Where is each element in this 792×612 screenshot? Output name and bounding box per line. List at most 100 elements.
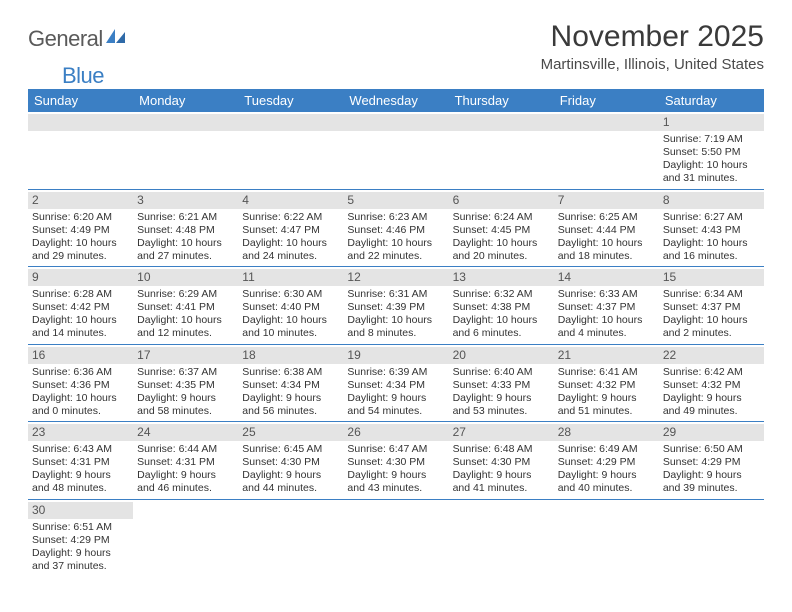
day-number: 6 — [449, 192, 554, 209]
daylight-text: Daylight: 10 hours and 10 minutes. — [242, 314, 339, 340]
calendar-cell: 18Sunrise: 6:38 AMSunset: 4:34 PMDayligh… — [238, 345, 343, 422]
day-number: 17 — [133, 347, 238, 364]
sunrise-text: Sunrise: 6:29 AM — [137, 288, 234, 301]
day-number: 1 — [659, 114, 764, 131]
week-row: 30Sunrise: 6:51 AMSunset: 4:29 PMDayligh… — [28, 500, 764, 577]
sunset-text: Sunset: 4:42 PM — [32, 301, 129, 314]
calendar-cell: 5Sunrise: 6:23 AMSunset: 4:46 PMDaylight… — [343, 190, 448, 267]
sunrise-text: Sunrise: 6:36 AM — [32, 366, 129, 379]
sunset-text: Sunset: 4:29 PM — [32, 534, 129, 547]
calendar-cell: 9 Sunrise: 6:28 AMSunset: 4:42 PMDaylight… — [28, 267, 133, 344]
title-block: November 2025 Martinsville, Illinois, Un… — [541, 20, 764, 73]
sunrise-text: Sunrise: 6:21 AM — [137, 211, 234, 224]
sunset-text: Sunset: 4:34 PM — [347, 379, 444, 392]
sunset-text: Sunset: 4:41 PM — [137, 301, 234, 314]
daylight-text: Daylight: 10 hours and 16 minutes. — [663, 237, 760, 263]
day-number: 29 — [659, 424, 764, 441]
sunrise-text: Sunrise: 6:44 AM — [137, 443, 234, 456]
daylight-text: Daylight: 9 hours and 49 minutes. — [663, 392, 760, 418]
day-number: 12 — [343, 269, 448, 286]
sunrise-text: Sunrise: 6:34 AM — [663, 288, 760, 301]
sunset-text: Sunset: 4:30 PM — [242, 456, 339, 469]
sail-icon — [105, 28, 127, 51]
day-number: 20 — [449, 347, 554, 364]
daylight-text: Daylight: 9 hours and 41 minutes. — [453, 469, 550, 495]
day-header: Thursday — [449, 89, 554, 112]
sunrise-text: Sunrise: 6:45 AM — [242, 443, 339, 456]
day-number: 4 — [238, 192, 343, 209]
sunrise-text: Sunrise: 6:39 AM — [347, 366, 444, 379]
sunset-text: Sunset: 4:40 PM — [242, 301, 339, 314]
daylight-text: Daylight: 9 hours and 53 minutes. — [453, 392, 550, 418]
day-number: 5 — [343, 192, 448, 209]
sunrise-text: Sunrise: 6:31 AM — [347, 288, 444, 301]
daylight-text: Daylight: 9 hours and 43 minutes. — [347, 469, 444, 495]
sunrise-text: Sunrise: 6:22 AM — [242, 211, 339, 224]
calendar-cell: 3Sunrise: 6:21 AMSunset: 4:48 PMDaylight… — [133, 190, 238, 267]
day-header: Saturday — [659, 89, 764, 112]
sunset-text: Sunset: 4:43 PM — [663, 224, 760, 237]
calendar-cell: 21Sunrise: 6:41 AMSunset: 4:32 PMDayligh… — [554, 345, 659, 422]
calendar-cell: 12Sunrise: 6:31 AMSunset: 4:39 PMDayligh… — [343, 267, 448, 344]
day-number: 22 — [659, 347, 764, 364]
day-number: 24 — [133, 424, 238, 441]
sunrise-text: Sunrise: 6:40 AM — [453, 366, 550, 379]
sunrise-text: Sunrise: 6:43 AM — [32, 443, 129, 456]
daylight-text: Daylight: 9 hours and 54 minutes. — [347, 392, 444, 418]
sunset-text: Sunset: 4:38 PM — [453, 301, 550, 314]
sunset-text: Sunset: 4:34 PM — [242, 379, 339, 392]
sunset-text: Sunset: 4:36 PM — [32, 379, 129, 392]
day-header: Wednesday — [343, 89, 448, 112]
day-number — [238, 114, 343, 131]
sunrise-text: Sunrise: 6:24 AM — [453, 211, 550, 224]
daylight-text: Daylight: 9 hours and 37 minutes. — [32, 547, 129, 573]
day-number: 10 — [133, 269, 238, 286]
daylight-text: Daylight: 10 hours and 14 minutes. — [32, 314, 129, 340]
day-number: 7 — [554, 192, 659, 209]
day-header: Monday — [133, 89, 238, 112]
day-number: 9 — [28, 269, 133, 286]
calendar-cell: 16Sunrise: 6:36 AMSunset: 4:36 PMDayligh… — [28, 345, 133, 422]
day-header: Sunday — [28, 89, 133, 112]
calendar-cell — [343, 500, 448, 577]
sunrise-text: Sunrise: 6:47 AM — [347, 443, 444, 456]
week-row: 16Sunrise: 6:36 AMSunset: 4:36 PMDayligh… — [28, 345, 764, 423]
calendar-cell — [659, 500, 764, 577]
week-row: 23Sunrise: 6:43 AMSunset: 4:31 PMDayligh… — [28, 422, 764, 500]
calendar-cell: 11Sunrise: 6:30 AMSunset: 4:40 PMDayligh… — [238, 267, 343, 344]
sunset-text: Sunset: 4:33 PM — [453, 379, 550, 392]
daylight-text: Daylight: 10 hours and 22 minutes. — [347, 237, 444, 263]
daylight-text: Daylight: 10 hours and 31 minutes. — [663, 159, 760, 185]
daylight-text: Daylight: 9 hours and 39 minutes. — [663, 469, 760, 495]
sunset-text: Sunset: 4:37 PM — [558, 301, 655, 314]
day-number: 15 — [659, 269, 764, 286]
sunrise-text: Sunrise: 6:32 AM — [453, 288, 550, 301]
page: General November 2025 Martinsville, Illi… — [0, 0, 792, 596]
sunset-text: Sunset: 4:49 PM — [32, 224, 129, 237]
calendar: SundayMondayTuesdayWednesdayThursdayFrid… — [28, 89, 764, 576]
calendar-cell: 27Sunrise: 6:48 AMSunset: 4:30 PMDayligh… — [449, 422, 554, 499]
calendar-cell: 26Sunrise: 6:47 AMSunset: 4:30 PMDayligh… — [343, 422, 448, 499]
sunrise-text: Sunrise: 7:19 AM — [663, 133, 760, 146]
sunrise-text: Sunrise: 6:49 AM — [558, 443, 655, 456]
sunrise-text: Sunrise: 6:38 AM — [242, 366, 339, 379]
calendar-cell: 24Sunrise: 6:44 AMSunset: 4:31 PMDayligh… — [133, 422, 238, 499]
daylight-text: Daylight: 9 hours and 56 minutes. — [242, 392, 339, 418]
daylight-text: Daylight: 10 hours and 2 minutes. — [663, 314, 760, 340]
sunset-text: Sunset: 4:30 PM — [453, 456, 550, 469]
day-number — [449, 114, 554, 131]
sunrise-text: Sunrise: 6:28 AM — [32, 288, 129, 301]
sunset-text: Sunset: 4:31 PM — [32, 456, 129, 469]
daylight-text: Daylight: 10 hours and 27 minutes. — [137, 237, 234, 263]
daylight-text: Daylight: 9 hours and 44 minutes. — [242, 469, 339, 495]
day-header: Tuesday — [238, 89, 343, 112]
day-number — [28, 114, 133, 131]
daylight-text: Daylight: 10 hours and 12 minutes. — [137, 314, 234, 340]
sunset-text: Sunset: 4:29 PM — [558, 456, 655, 469]
sunrise-text: Sunrise: 6:41 AM — [558, 366, 655, 379]
day-header: Friday — [554, 89, 659, 112]
calendar-cell — [133, 500, 238, 577]
week-row: 2Sunrise: 6:20 AMSunset: 4:49 PMDaylight… — [28, 190, 764, 268]
sunset-text: Sunset: 4:30 PM — [347, 456, 444, 469]
day-number: 25 — [238, 424, 343, 441]
